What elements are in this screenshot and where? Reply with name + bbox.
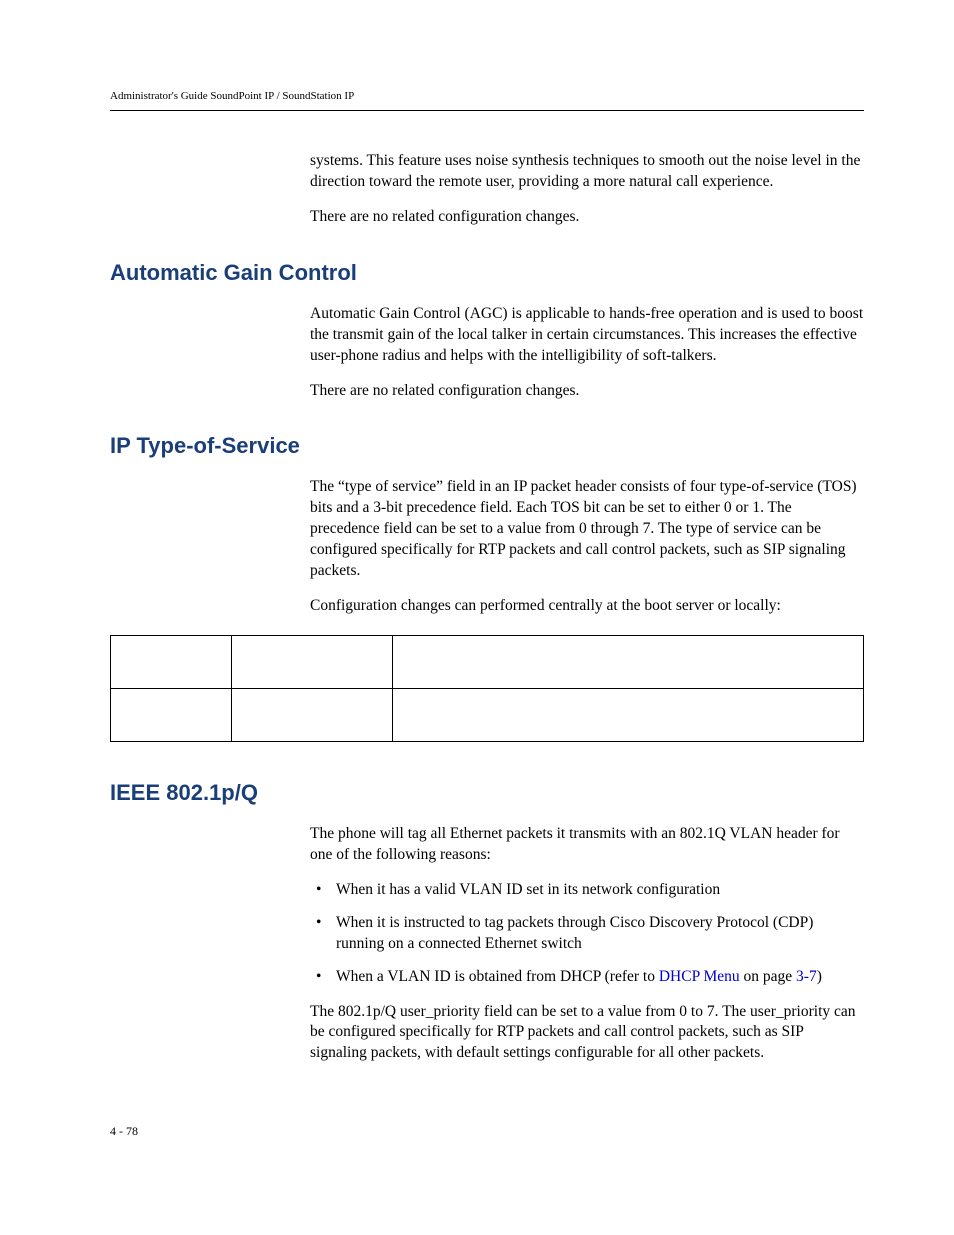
table-cell xyxy=(111,635,232,688)
page-ref-link[interactable]: 3-7 xyxy=(796,968,817,985)
bullet-text-pre: When a VLAN ID is obtained from DHCP (re… xyxy=(336,968,659,985)
heading-agc: Automatic Gain Control xyxy=(110,260,864,286)
table-cell xyxy=(232,635,393,688)
list-item: When a VLAN ID is obtained from DHCP (re… xyxy=(310,967,864,988)
tos-paragraph-1: The “type of service” field in an IP pac… xyxy=(310,477,864,582)
table-cell xyxy=(111,688,232,741)
list-item: When it has a valid VLAN ID set in its n… xyxy=(310,880,864,901)
table-cell xyxy=(393,688,864,741)
list-item: When it is instructed to tag packets thr… xyxy=(310,913,864,955)
table-cell xyxy=(232,688,393,741)
tos-paragraph-2: Configuration changes can performed cent… xyxy=(310,596,864,617)
page-number: 4 - 78 xyxy=(110,1124,864,1139)
heading-ieee: IEEE 802.1p/Q xyxy=(110,780,864,806)
dhcp-menu-link[interactable]: DHCP Menu xyxy=(659,968,740,985)
bullet-text-post: ) xyxy=(817,968,822,985)
ieee-paragraph-1: The phone will tag all Ethernet packets … xyxy=(310,824,864,866)
agc-paragraph-2: There are no related configuration chang… xyxy=(310,381,864,402)
ieee-paragraph-2: The 802.1p/Q user_priority field can be … xyxy=(310,1002,864,1065)
header-rule xyxy=(110,110,864,111)
ieee-bullet-list: When it has a valid VLAN ID set in its n… xyxy=(310,880,864,988)
config-table xyxy=(110,635,864,742)
table-row xyxy=(111,688,864,741)
running-header: Administrator's Guide SoundPoint IP / So… xyxy=(110,90,864,102)
heading-tos: IP Type-of-Service xyxy=(110,433,864,459)
table-cell xyxy=(393,635,864,688)
table-row xyxy=(111,635,864,688)
intro-paragraph-2: There are no related configuration chang… xyxy=(310,207,864,228)
intro-paragraph-1: systems. This feature uses noise synthes… xyxy=(310,151,864,193)
agc-paragraph-1: Automatic Gain Control (AGC) is applicab… xyxy=(310,304,864,367)
bullet-text-mid: on page xyxy=(740,968,796,985)
